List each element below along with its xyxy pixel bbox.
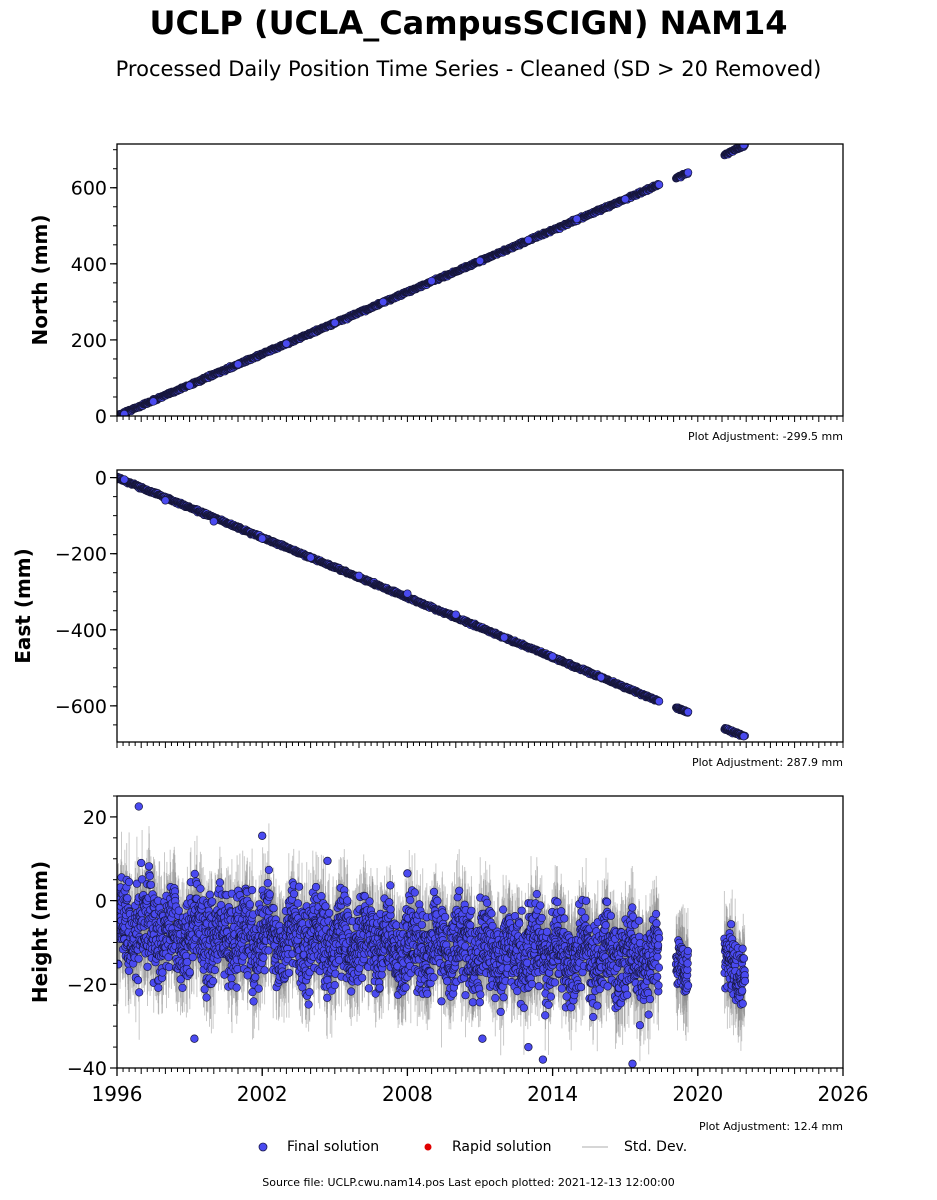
data-point: [306, 553, 315, 562]
data-point: [500, 633, 509, 642]
data-point: [572, 214, 581, 224]
data-point: [739, 732, 748, 741]
y-axis-label: East (mm): [11, 548, 35, 664]
plot-adjustment-note: Plot Adjustment: -299.5 mm: [688, 430, 843, 443]
y-axis: 0 −200 −400 −600: [55, 468, 117, 726]
data-point: [654, 180, 664, 189]
data-point: [149, 397, 158, 406]
y-tick-label: −600: [55, 696, 107, 718]
data-point: [621, 195, 630, 204]
y-tick-label: 200: [71, 330, 107, 352]
data-point: [354, 571, 364, 580]
data-point: [524, 235, 533, 245]
data-point: [120, 475, 129, 484]
data-point: [209, 517, 218, 526]
y-axis: 0 200 400 600: [71, 149, 117, 428]
data-point: [475, 256, 485, 265]
plot-area: [117, 802, 750, 1068]
data-point: [451, 610, 460, 619]
data-point: [683, 168, 693, 177]
data-point: [161, 496, 170, 505]
data-point: [739, 144, 748, 150]
panel-north: 0 200 400 600 North (mm) Plot Adjustment: -29…: [28, 143, 844, 443]
plot-area: [117, 144, 749, 416]
x-axis: [116, 416, 844, 422]
data-point: [654, 697, 664, 706]
data-point: [185, 381, 194, 390]
data-point: [427, 276, 436, 286]
x-axis: [116, 742, 844, 748]
panel-east: 0 −200 −400 −600 East (mm) Plot Adjustment: 2…: [11, 468, 844, 769]
y-tick-label: −200: [55, 544, 107, 566]
chart-subtitle: Processed Daily Position Time Series - C…: [115, 57, 822, 81]
plot-frame: [116, 469, 844, 743]
data-point: [548, 652, 557, 661]
data-point: [330, 318, 339, 327]
series-final-solution: [117, 472, 749, 741]
y-tick-label: 0: [95, 406, 107, 428]
y-tick-label: −400: [55, 620, 107, 642]
series-final-solution: [117, 144, 749, 416]
chart-title: UCLP (UCLA_CampusSCIGN) NAM14: [149, 4, 788, 42]
data-point: [233, 360, 243, 369]
y-tick-label: 600: [71, 178, 107, 200]
data-point: [282, 339, 291, 348]
y-axis-label: North (mm): [28, 214, 52, 345]
plot-adjustment-note: Plot Adjustment: 287.9 mm: [692, 756, 843, 769]
plot-area: [117, 472, 749, 741]
y-tick-label: 0: [95, 468, 107, 490]
data-point: [120, 409, 129, 416]
data-point: [683, 707, 693, 717]
data-point: [258, 534, 267, 543]
y-tick-label: 400: [71, 254, 107, 276]
data-point: [403, 589, 412, 598]
data-point: [596, 673, 606, 682]
data-point: [379, 297, 388, 307]
